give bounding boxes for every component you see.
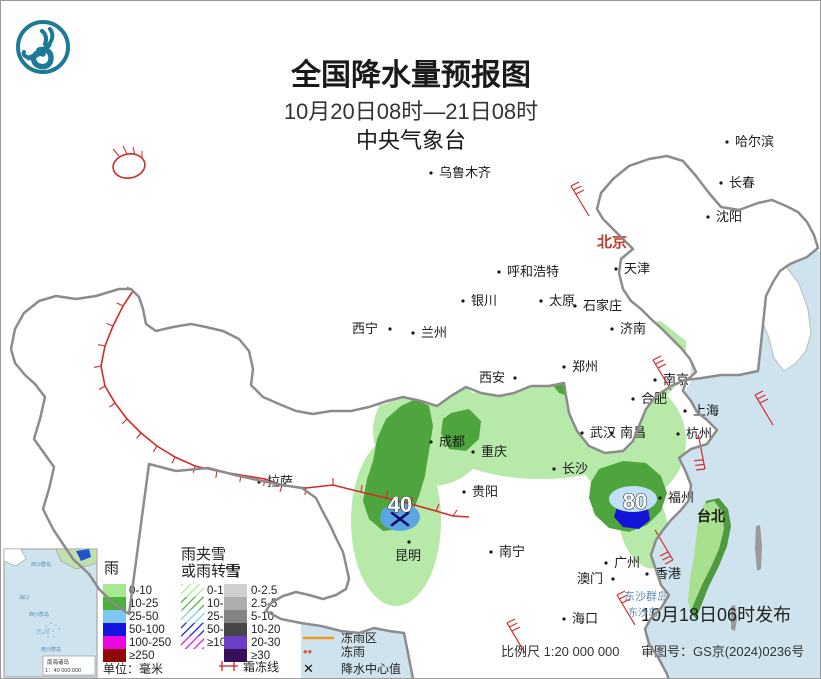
- svg-text:海口: 海口: [19, 594, 29, 601]
- svg-text:台北: 台北: [697, 508, 725, 524]
- svg-text:兰州: 兰州: [421, 325, 447, 340]
- svg-text:西沙群岛: 西沙群岛: [29, 611, 49, 618]
- svg-text:石家庄: 石家庄: [583, 298, 622, 313]
- svg-text:哈尔滨: 哈尔滨: [735, 134, 774, 149]
- svg-text:10月18日06时发布: 10月18日06时发布: [641, 605, 791, 625]
- svg-text:南宁: 南宁: [499, 544, 525, 559]
- svg-text:贵阳: 贵阳: [472, 484, 498, 499]
- svg-text:≥250: ≥250: [129, 650, 155, 662]
- svg-text:济南: 济南: [620, 321, 646, 336]
- svg-text:长沙: 长沙: [562, 461, 588, 476]
- svg-text:东沙群岛: 东沙群岛: [624, 589, 668, 603]
- svg-text:西沙群岛: 西沙群岛: [31, 561, 51, 568]
- svg-text:比例尺 1:20 000 000: 比例尺 1:20 000 000: [501, 644, 620, 659]
- svg-text:北京: 北京: [597, 233, 627, 251]
- svg-text:雨: 雨: [104, 560, 119, 577]
- svg-text:降水中心值: 降水中心值: [341, 661, 401, 676]
- svg-text:10-20: 10-20: [251, 624, 280, 636]
- svg-text:成都: 成都: [439, 434, 465, 449]
- svg-text:10-25: 10-25: [129, 598, 158, 610]
- svg-text:昆明: 昆明: [395, 548, 421, 563]
- svg-text:西安: 西安: [479, 370, 505, 385]
- svg-text:单位：毫米: 单位：毫米: [103, 661, 163, 676]
- svg-text:1：40 000 000: 1：40 000 000: [45, 668, 81, 674]
- svg-text:呼和浩特: 呼和浩特: [507, 264, 559, 279]
- svg-text:0-2.5: 0-2.5: [251, 585, 277, 597]
- svg-text:海口: 海口: [572, 611, 598, 626]
- svg-text:≥30: ≥30: [251, 650, 270, 662]
- svg-text:25-50: 25-50: [129, 611, 158, 623]
- svg-text:长春: 长春: [729, 175, 755, 190]
- svg-text:澳门: 澳门: [577, 571, 603, 586]
- svg-text:雨夹雪: 雨夹雪: [181, 546, 226, 563]
- svg-text:雪: 雪: [225, 563, 240, 580]
- svg-text:50-100: 50-100: [129, 624, 165, 636]
- svg-text:西宁: 西宁: [352, 321, 378, 336]
- svg-text:沈阳: 沈阳: [716, 209, 742, 224]
- svg-text:中央气象台: 中央气象台: [356, 128, 466, 153]
- svg-text:南 海: 南 海: [36, 628, 50, 636]
- svg-text:南海诸岛: 南海诸岛: [47, 658, 70, 666]
- svg-text:10月20日08时—21日08时: 10月20日08时—21日08时: [284, 99, 538, 124]
- svg-text:审图号：GS京(2024)0236号: 审图号：GS京(2024)0236号: [641, 644, 804, 659]
- svg-text:••: ••: [303, 644, 313, 659]
- svg-text:太原: 太原: [549, 293, 575, 308]
- svg-text:冻雨: 冻雨: [341, 644, 365, 659]
- svg-text:南沙群岛: 南沙群岛: [41, 646, 61, 653]
- svg-text:乌鲁木齐: 乌鲁木齐: [439, 165, 491, 180]
- svg-text:广州: 广州: [614, 555, 640, 570]
- svg-text:全国降水量预报图: 全国降水量预报图: [290, 58, 531, 92]
- svg-text:天津: 天津: [624, 261, 650, 276]
- svg-text:✕: ✕: [303, 661, 314, 676]
- svg-text:重庆: 重庆: [481, 444, 507, 459]
- svg-text:100-250: 100-250: [129, 637, 171, 649]
- svg-text:郑州: 郑州: [572, 359, 598, 374]
- svg-text:2.5-5: 2.5-5: [251, 598, 277, 610]
- svg-text:银川: 银川: [471, 293, 497, 308]
- svg-text:80: 80: [623, 489, 647, 514]
- svg-text:20-30: 20-30: [251, 637, 280, 649]
